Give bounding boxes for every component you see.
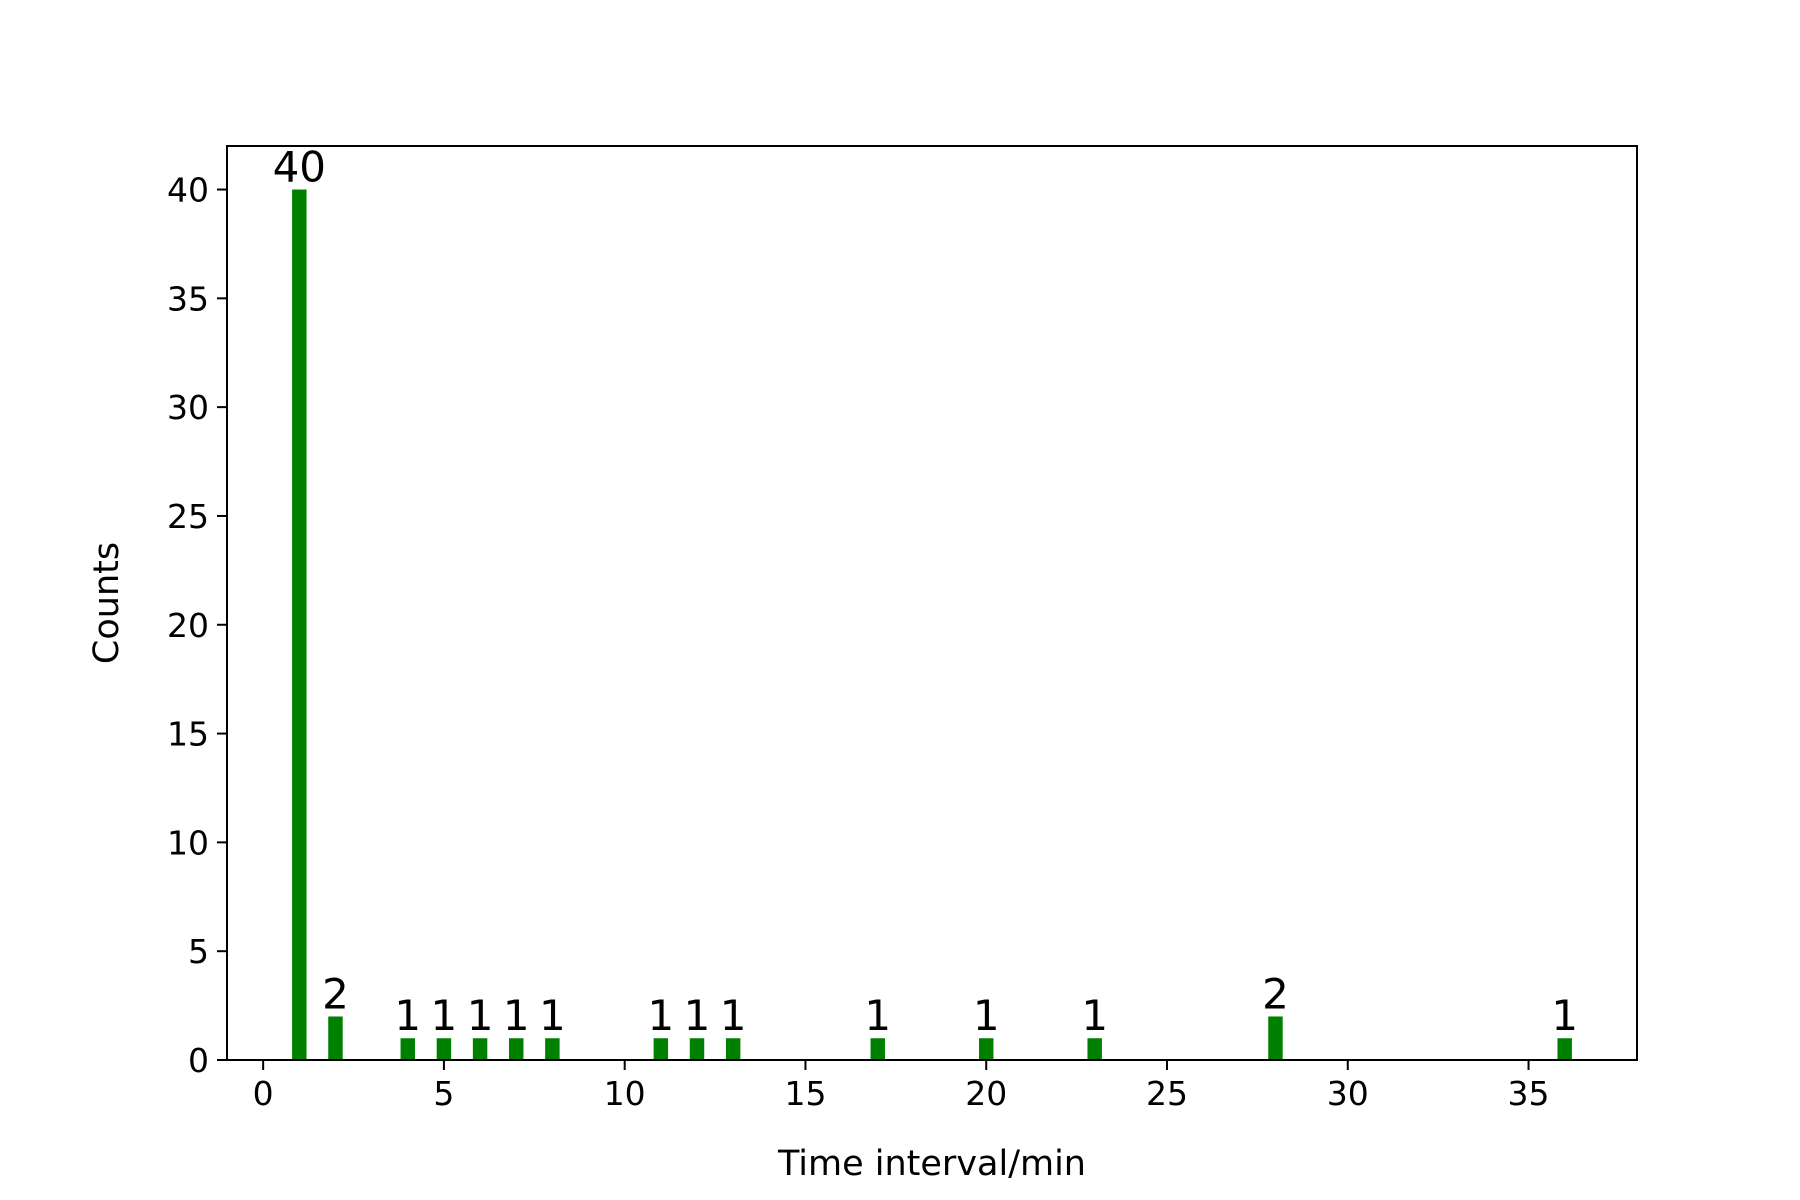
bar-11 <box>653 1038 669 1060</box>
bar-28 <box>1268 1016 1283 1060</box>
x-tick-label-15: 15 <box>784 1074 826 1113</box>
bar-8 <box>545 1038 560 1060</box>
bar-label-8: 1 <box>539 991 566 1040</box>
bar-label-20: 1 <box>973 991 1000 1040</box>
bar-5 <box>436 1038 452 1060</box>
x-tick-label-20: 20 <box>965 1074 1007 1113</box>
x-tick-label-10: 10 <box>604 1074 646 1113</box>
bar-labels-group: 402 1 1 1 1 1 1 1 1 1 1 1 2 1 <box>273 143 1578 1041</box>
y-tick-label-30: 30 <box>167 388 209 427</box>
bar-label-36: 1 <box>1551 991 1578 1040</box>
bar-6 <box>472 1038 488 1060</box>
x-tick-label-5: 5 <box>433 1074 454 1113</box>
y-tick-label-25: 25 <box>167 497 209 536</box>
plot-frame <box>226 145 1638 1061</box>
bar-12 <box>689 1038 705 1060</box>
y-axis-label: Counts <box>87 542 127 664</box>
bar-label-2: 2 <box>322 969 349 1018</box>
bar-1 <box>292 189 307 1060</box>
y-tick-label-15: 15 <box>167 715 209 754</box>
x-axis-label: Time interval/min <box>777 1144 1086 1184</box>
bar-label-23: 1 <box>1081 991 1108 1040</box>
bar-13 <box>725 1038 741 1060</box>
bar-label-17: 1 <box>864 991 891 1040</box>
bar-2 <box>328 1016 343 1060</box>
bar-4 <box>400 1038 415 1060</box>
bar-label-4: 1 <box>394 991 421 1040</box>
y-tick-label-0: 0 <box>188 1041 209 1080</box>
y-tick-label-35: 35 <box>167 279 209 318</box>
x-tick-label-25: 25 <box>1146 1074 1188 1113</box>
bar-label-6: 1 <box>467 991 494 1040</box>
y-axis: 0 5 10 15 20 25 30 35 40 <box>167 171 227 1080</box>
x-tick-label-0: 0 <box>253 1074 274 1113</box>
bar-label-28: 2 <box>1262 969 1289 1018</box>
x-tick-label-35: 35 <box>1508 1074 1550 1113</box>
bars-group <box>292 189 1572 1060</box>
bar-label-1: 40 <box>273 143 326 192</box>
bar-7 <box>509 1038 524 1060</box>
x-axis: 0 5 10 15 20 25 30 35 <box>253 1060 1550 1113</box>
bar-label-7: 1 <box>503 991 530 1040</box>
y-tick-label-10: 10 <box>167 823 209 862</box>
bar-36 <box>1557 1038 1572 1060</box>
x-tick-label-30: 30 <box>1327 1074 1369 1113</box>
bar-label-5: 1 <box>431 991 458 1040</box>
bar-23 <box>1087 1038 1102 1060</box>
bar-17 <box>870 1038 885 1060</box>
bar-label-12: 1 <box>684 991 711 1040</box>
bar-label-11: 1 <box>647 991 674 1040</box>
bar-20 <box>979 1038 994 1060</box>
y-tick-label-40: 40 <box>167 171 209 210</box>
y-tick-label-5: 5 <box>188 932 209 971</box>
bar-label-13: 1 <box>720 991 747 1040</box>
y-tick-label-20: 20 <box>167 606 209 645</box>
